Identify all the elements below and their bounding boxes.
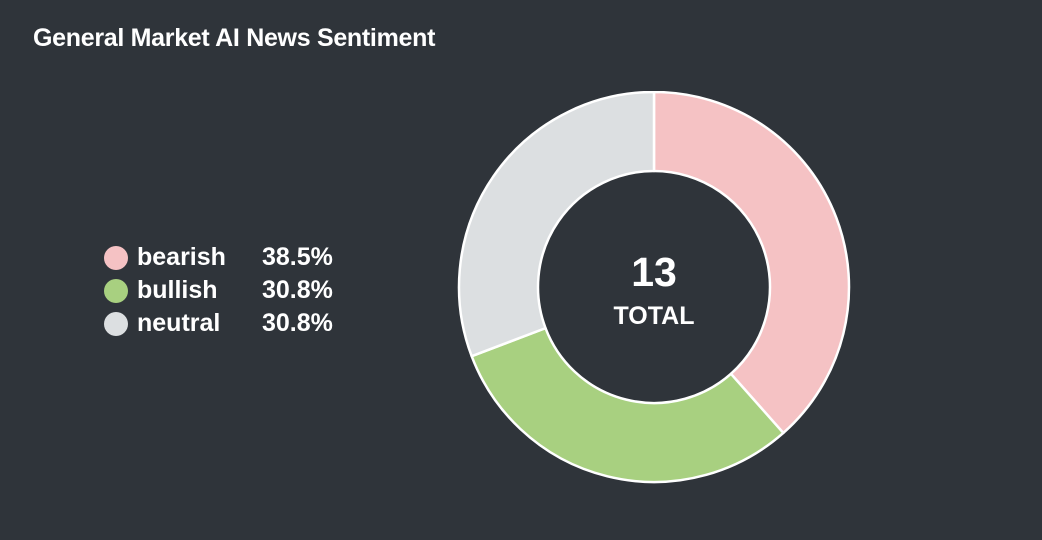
legend: bearish 38.5% bullish 30.8% neutral 30.8… [104,241,333,340]
legend-label-bearish: bearish [137,243,226,271]
legend-value-bullish: 30.8% [262,276,333,304]
legend-value-neutral: 30.8% [262,309,333,337]
legend-item-neutral[interactable]: neutral 30.8% [104,307,333,340]
chart-title: General Market AI News Sentiment [33,24,436,52]
legend-swatch-bullish [104,278,128,303]
legend-label-bullish: bullish [137,276,218,304]
center-total-label: TOTAL [613,302,694,330]
slice-bearish[interactable] [652,91,851,435]
legend-swatch-neutral [104,311,128,336]
donut-slices [457,91,851,484]
slice-bullish[interactable] [470,326,785,484]
legend-item-bearish[interactable]: bearish 38.5% [104,241,333,274]
legend-label-neutral: neutral [137,309,221,337]
donut-chart: 13 TOTAL [457,91,851,484]
legend-swatch-bearish [104,245,128,270]
slice-neutral[interactable] [457,91,656,358]
center-total-value: 13 [631,249,677,295]
legend-item-bullish[interactable]: bullish 30.8% [104,274,333,307]
legend-value-bearish: 38.5% [262,243,333,271]
